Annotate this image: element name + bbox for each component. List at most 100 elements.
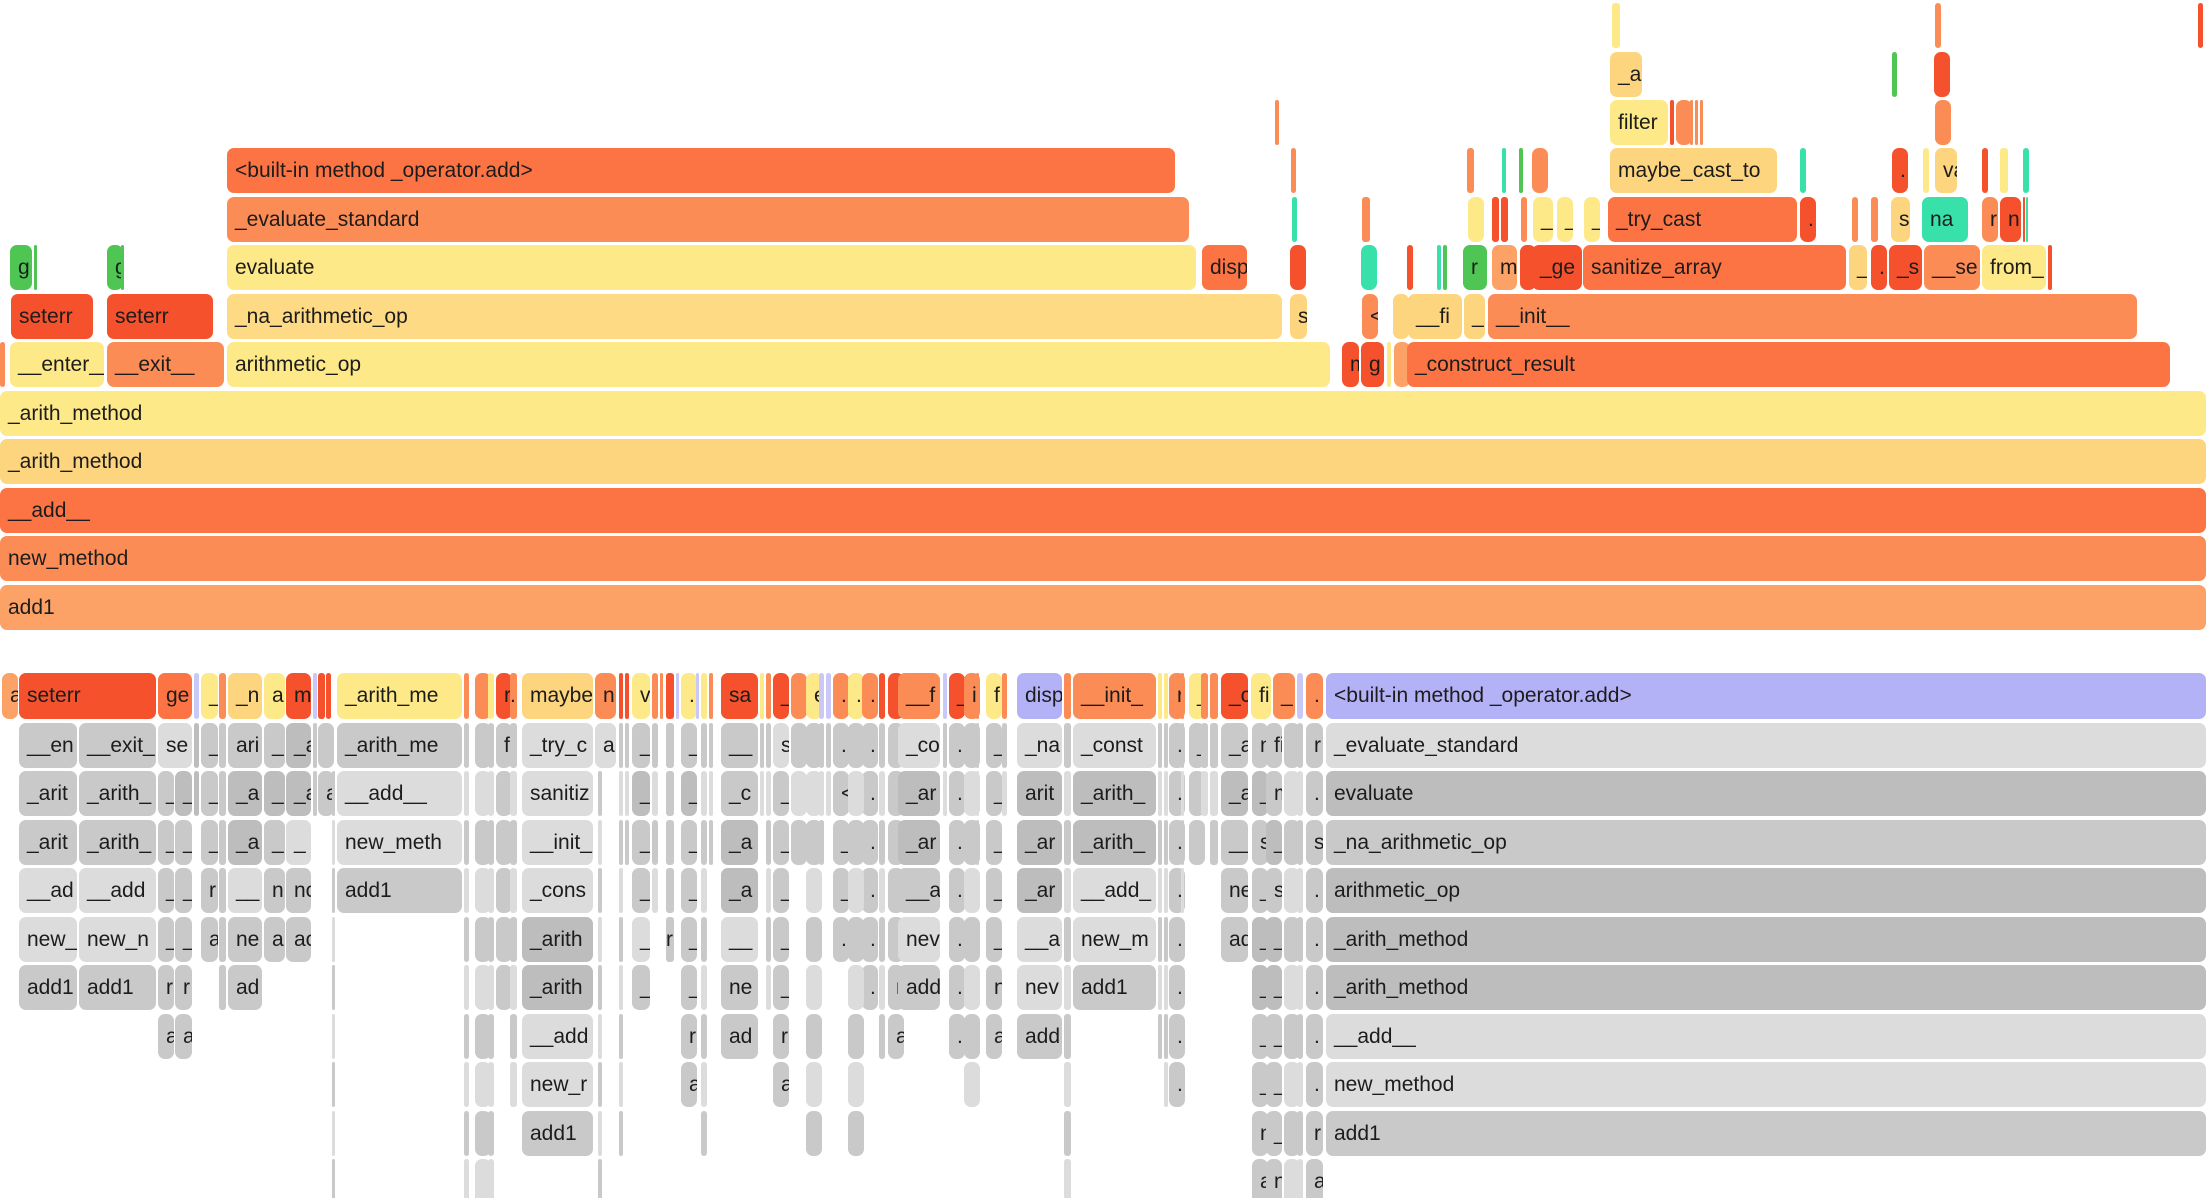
caller-sliver[interactable] — [652, 723, 658, 768]
leaf-header-frame[interactable] — [819, 673, 824, 719]
caller-frame[interactable]: _arit — [19, 771, 77, 816]
leaf-header-frame[interactable] — [943, 673, 947, 719]
caller-sliver[interactable] — [1164, 917, 1168, 962]
caller-sliver[interactable] — [701, 820, 707, 865]
caller-frame[interactable]: a — [264, 917, 285, 962]
caller-frame[interactable]: _arit — [19, 820, 77, 865]
flame-frame[interactable] — [1361, 245, 1377, 290]
leaf-header-frame[interactable]: m — [286, 673, 311, 719]
flame-frame[interactable]: _arith_method — [0, 391, 2206, 436]
caller-frame[interactable]: _arith_ — [1073, 820, 1156, 865]
caller-sliver[interactable] — [464, 917, 469, 962]
caller-frame[interactable]: a — [175, 1014, 192, 1059]
caller-sliver[interactable] — [1064, 1062, 1071, 1107]
caller-frame[interactable]: r — [158, 965, 174, 1010]
caller-frame[interactable]: _ — [632, 868, 650, 913]
leaf-header-frame[interactable]: _ — [201, 673, 218, 719]
caller-sliver[interactable] — [701, 771, 707, 816]
leaf-header-frame[interactable] — [676, 673, 679, 719]
flame-frame[interactable] — [1690, 100, 1693, 145]
leaf-header-frame[interactable] — [1158, 673, 1162, 719]
caller-frame[interactable]: . — [1169, 1062, 1185, 1107]
flame-frame[interactable]: maybe_cast_to — [1610, 148, 1777, 193]
caller-sliver[interactable] — [879, 917, 885, 962]
flame-frame[interactable] — [1519, 148, 1523, 193]
caller-frame[interactable]: _ — [632, 965, 650, 1010]
flame-frame[interactable]: g — [10, 245, 32, 290]
caller-frame[interactable]: . — [949, 771, 965, 816]
flame-frame[interactable] — [1935, 100, 1951, 145]
flame-frame[interactable]: . — [1892, 148, 1908, 193]
caller-sliver[interactable] — [1210, 820, 1218, 865]
flame-frame[interactable]: evaluate — [227, 245, 1196, 290]
caller-frame[interactable]: _ar — [1017, 820, 1062, 865]
caller-sliver[interactable] — [1284, 868, 1300, 913]
caller-sliver[interactable] — [848, 868, 864, 913]
leaf-header-frame[interactable] — [660, 673, 663, 719]
caller-frame[interactable]: _ — [1266, 1111, 1282, 1156]
caller-frame[interactable]: r — [1306, 1111, 1323, 1156]
caller-sliver[interactable] — [464, 1111, 469, 1156]
flame-frame[interactable] — [34, 245, 37, 290]
caller-frame[interactable] — [1189, 820, 1205, 865]
caller-frame[interactable]: _arith_method — [1326, 965, 2206, 1010]
caller-frame[interactable]: __ — [721, 917, 758, 962]
caller-frame[interactable]: _ — [986, 868, 1002, 913]
caller-sliver[interactable] — [598, 868, 602, 913]
caller-frame[interactable]: . — [833, 917, 849, 962]
caller-frame[interactable]: _a — [1221, 771, 1248, 816]
flame-frame[interactable] — [2023, 148, 2029, 193]
caller-sliver[interactable] — [1201, 723, 1208, 768]
caller-frame[interactable]: _ — [1266, 1014, 1282, 1059]
caller-sliver[interactable] — [701, 868, 707, 913]
caller-sliver[interactable] — [1064, 820, 1071, 865]
caller-frame[interactable]: . — [862, 723, 878, 768]
caller-frame[interactable]: _const — [1073, 723, 1156, 768]
caller-frame[interactable] — [496, 965, 512, 1010]
caller-frame[interactable]: new_r — [522, 1062, 593, 1107]
caller-sliver[interactable] — [766, 820, 771, 865]
caller-frame[interactable]: n — [1266, 1159, 1282, 1198]
caller-sliver[interactable] — [475, 917, 491, 962]
caller-sliver[interactable] — [848, 965, 864, 1010]
caller-sliver[interactable] — [1297, 820, 1303, 865]
leaf-header-frame[interactable] — [826, 673, 831, 719]
caller-frame[interactable]: _ — [632, 723, 650, 768]
caller-frame[interactable]: _arith_ — [1073, 771, 1156, 816]
caller-frame[interactable]: _ — [1252, 965, 1268, 1010]
flame-frame[interactable] — [1407, 245, 1413, 290]
leaf-header-frame[interactable]: _ — [949, 673, 965, 719]
leaf-header-frame[interactable] — [326, 673, 331, 719]
caller-frame[interactable]: r — [175, 965, 192, 1010]
flame-frame[interactable]: __se — [1924, 245, 1980, 290]
caller-sliver[interactable] — [488, 965, 494, 1010]
caller-sliver[interactable] — [1164, 965, 1168, 1010]
caller-sliver[interactable] — [488, 1159, 494, 1198]
caller-sliver[interactable] — [619, 1062, 623, 1107]
flame-frame[interactable]: _ — [1584, 197, 1600, 242]
caller-sliver[interactable] — [1297, 965, 1303, 1010]
caller-frame[interactable]: _ — [986, 820, 1002, 865]
flame-frame[interactable]: _construct_result — [1407, 342, 2170, 387]
flame-frame[interactable] — [1934, 52, 1950, 97]
caller-frame[interactable]: . — [862, 868, 878, 913]
caller-frame[interactable]: _ — [986, 917, 1002, 962]
caller-sliver[interactable] — [475, 820, 491, 865]
caller-sliver[interactable] — [806, 723, 822, 768]
caller-frame[interactable]: _arith_me — [337, 723, 462, 768]
flame-frame[interactable]: va — [1935, 148, 1957, 193]
caller-sliver[interactable] — [1158, 965, 1162, 1010]
leaf-header-frame[interactable] — [219, 673, 226, 719]
caller-frame[interactable]: _ — [681, 917, 697, 962]
caller-sliver[interactable] — [1181, 868, 1184, 913]
caller-sliver[interactable] — [1158, 820, 1162, 865]
caller-frame[interactable]: s — [1266, 868, 1282, 913]
caller-sliver[interactable] — [1210, 771, 1218, 816]
caller-frame[interactable]: _a — [286, 771, 311, 816]
flame-frame[interactable]: m — [1492, 245, 1517, 290]
caller-frame[interactable]: r — [773, 1014, 789, 1059]
caller-frame[interactable]: n — [1252, 1111, 1268, 1156]
flame-frame[interactable] — [2000, 148, 2008, 193]
caller-sliver[interactable] — [1064, 917, 1071, 962]
caller-sliver[interactable] — [625, 723, 629, 768]
